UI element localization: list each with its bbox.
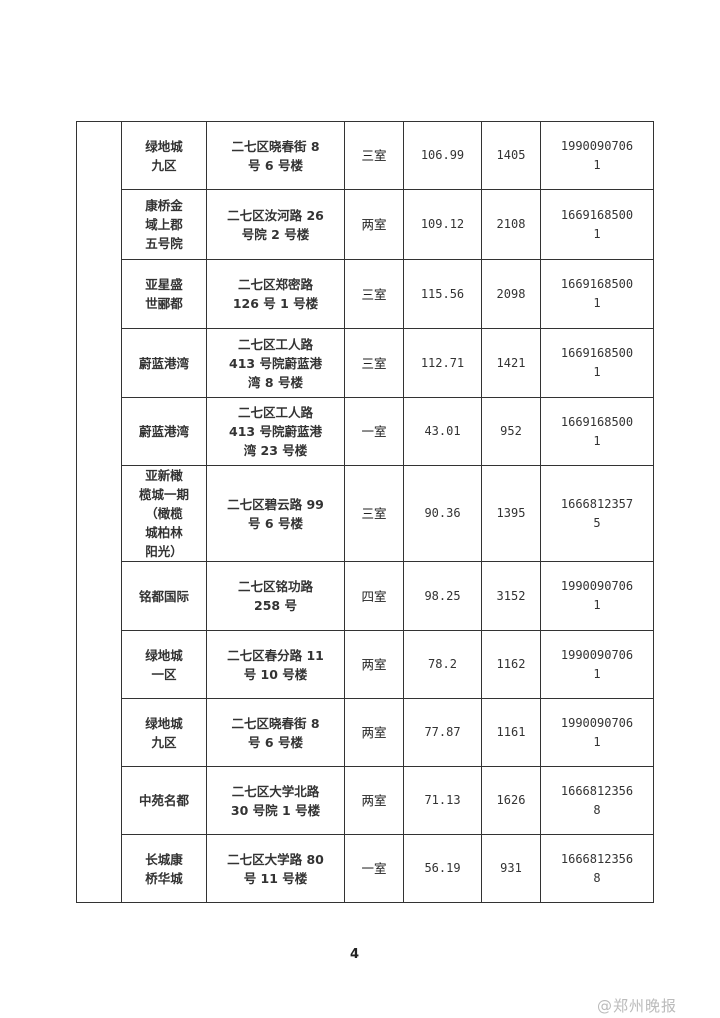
community-name-cell: 长城康 桥华城 xyxy=(121,834,207,903)
price-cell: 2108 xyxy=(481,189,541,260)
address-cell: 二七区晓春街 8 号 6 号楼 xyxy=(206,121,345,190)
area-cell: 78.2 xyxy=(403,630,482,699)
community-name-cell: 铭都国际 xyxy=(121,561,207,631)
table-row: 绿地城 一区 二七区春分路 11 号 10 号楼 两室 78.2 1162 1990090… xyxy=(77,630,654,699)
table-row: 康桥金 域上郡 五号院 二七区汝河路 26 号院 2 号楼 两室 109.12 2108… xyxy=(77,189,654,260)
room-type-cell: 三室 xyxy=(344,328,404,398)
table-row: 绿地城 九区 二七区晓春街 8 号 6 号楼 三室 106.99 1405 1990090… xyxy=(76,121,654,903)
address-cell: 二七区铭功路 258 号 xyxy=(206,561,345,631)
phone-cell: 1666812356 8 xyxy=(540,766,654,835)
area-cell: 98.25 xyxy=(403,561,482,631)
area-cell: 71.13 xyxy=(403,766,482,835)
address-cell: 二七区碧云路 99 号 6 号楼 xyxy=(206,465,345,562)
community-name-cell: 蔚蓝港湾 xyxy=(121,328,207,398)
phone-cell: 1990090706 1 xyxy=(540,561,654,631)
table-row: 绿地城 九区 二七区晓春街 8 号 6 号楼 两室 77.87 1161 19900907… xyxy=(77,698,654,767)
price-cell: 1161 xyxy=(481,698,541,767)
address-cell: 二七区晓春街 8 号 6 号楼 xyxy=(206,698,345,767)
table-row: 亚新橄 榄城一期 （橄榄 城柏林 阳光） 二七区碧云路 99 号 6 号楼 三室 90… xyxy=(77,465,654,562)
price-cell: 2098 xyxy=(481,259,541,329)
community-name-cell: 蔚蓝港湾 xyxy=(121,397,207,466)
phone-cell: 1669168500 1 xyxy=(540,397,654,466)
room-type-cell: 两室 xyxy=(344,630,404,699)
address-cell: 二七区大学北路 30 号院 1 号楼 xyxy=(206,766,345,835)
price-cell: 931 xyxy=(481,834,541,903)
room-type-cell: 三室 xyxy=(344,465,404,562)
area-cell: 43.01 xyxy=(403,397,482,466)
table-row: 长城康 桥华城 二七区大学路 80 号 11 号楼 一室 56.19 931 166681… xyxy=(77,834,654,903)
price-cell: 952 xyxy=(481,397,541,466)
area-cell: 112.71 xyxy=(403,328,482,398)
page-number: 4 xyxy=(350,947,360,962)
price-cell: 1421 xyxy=(481,328,541,398)
area-cell: 106.99 xyxy=(403,121,482,190)
table-row: 亚星盛 世郦都 二七区郑密路 126 号 1 号楼 三室 115.56 2098 1669… xyxy=(77,259,654,329)
phone-cell: 1669168500 1 xyxy=(540,189,654,260)
price-cell: 3152 xyxy=(481,561,541,631)
room-type-cell: 两室 xyxy=(344,698,404,767)
community-name-cell: 绿地城 九区 xyxy=(121,121,207,190)
room-type-cell: 三室 xyxy=(344,121,404,190)
phone-cell: 1990090706 1 xyxy=(540,698,654,767)
table-row: 蔚蓝港湾 二七区工人路 413 号院蔚蓝港 湾 23 号楼 一室 43.01 952 16… xyxy=(77,397,654,466)
area-cell: 90.36 xyxy=(403,465,482,562)
address-cell: 二七区汝河路 26 号院 2 号楼 xyxy=(206,189,345,260)
price-cell: 1162 xyxy=(481,630,541,699)
watermark-logo: @郑州晚报 xyxy=(597,997,678,1015)
room-type-cell: 四室 xyxy=(344,561,404,631)
room-type-cell: 三室 xyxy=(344,259,404,329)
table-row: 铭都国际 二七区铭功路 258 号四室 98.25 3152 1990090706 1 xyxy=(77,561,654,631)
area-cell: 77.87 xyxy=(403,698,482,767)
area-cell: 109.12 xyxy=(403,189,482,260)
table-row: 中苑名都 二七区大学北路 30 号院 1 号楼 两室 71.13 1626 1666812… xyxy=(77,766,654,835)
room-type-cell: 一室 xyxy=(344,834,404,903)
community-name-cell: 亚新橄 榄城一期 （橄榄 城柏林 阳光） xyxy=(121,465,207,562)
price-cell: 1405 xyxy=(481,121,541,190)
community-name-cell: 中苑名都 xyxy=(121,766,207,835)
phone-cell: 1990090706 1 xyxy=(540,121,654,190)
address-cell: 二七区工人路 413 号院蔚蓝港 湾 8 号楼 xyxy=(206,328,345,398)
phone-cell: 1669168500 1 xyxy=(540,328,654,398)
community-name-cell: 绿地城 一区 xyxy=(121,630,207,699)
community-name-cell: 康桥金 域上郡 五号院 xyxy=(121,189,207,260)
community-name-cell: 绿地城 九区 xyxy=(121,698,207,767)
phone-cell: 1669168500 1 xyxy=(540,259,654,329)
phone-cell: 1666812356 8 xyxy=(540,834,654,903)
address-cell: 二七区工人路 413 号院蔚蓝港 湾 23 号楼 xyxy=(206,397,345,466)
table-row: 蔚蓝港湾 二七区工人路 413 号院蔚蓝港 湾 8 号楼 三室 112.71 1421 1… xyxy=(77,328,654,398)
address-cell: 二七区郑密路 126 号 1 号楼 xyxy=(206,259,345,329)
address-cell: 二七区春分路 11 号 10 号楼 xyxy=(206,630,345,699)
room-type-cell: 两室 xyxy=(344,766,404,835)
price-cell: 1395 xyxy=(481,465,541,562)
blank-merged-cell xyxy=(76,121,122,903)
room-type-cell: 一室 xyxy=(344,397,404,466)
room-type-cell: 两室 xyxy=(344,189,404,260)
area-cell: 115.56 xyxy=(403,259,482,329)
community-name-cell: 亚星盛 世郦都 xyxy=(121,259,207,329)
address-cell: 二七区大学路 80 号 11 号楼 xyxy=(206,834,345,903)
listing-table: 绿地城 九区 二七区晓春街 8 号 6 号楼 三室 106.99 1405 1990090… xyxy=(76,121,654,903)
price-cell: 1626 xyxy=(481,766,541,835)
phone-cell: 1666812357 5 xyxy=(540,465,654,562)
area-cell: 56.19 xyxy=(403,834,482,903)
phone-cell: 1990090706 1 xyxy=(540,630,654,699)
